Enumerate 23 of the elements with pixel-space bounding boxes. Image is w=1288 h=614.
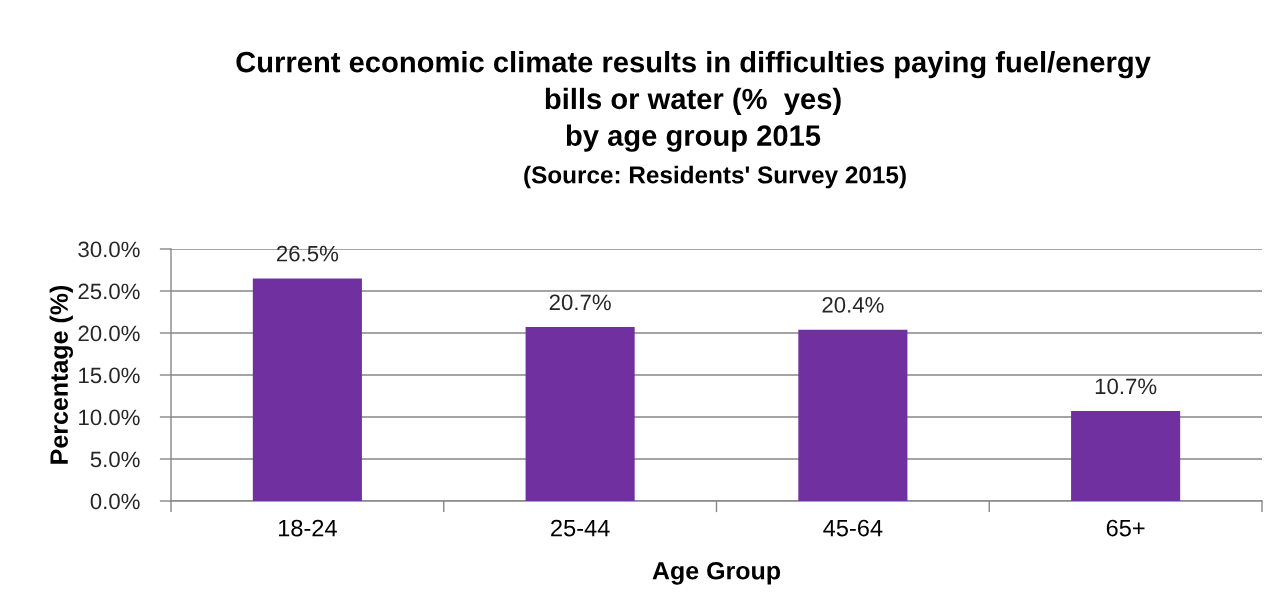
y-axis-title: Percentage (%) bbox=[49, 285, 73, 464]
x-tick-label: 45-64 bbox=[823, 519, 883, 537]
chart-title: Current economic climate results in difficulties paying fuel/energy bills or water (% yes) by age group 2015 bbox=[236, 51, 1151, 152]
data-label: 10.7% bbox=[1095, 378, 1157, 395]
y-tick-label: 20.0% bbox=[78, 325, 140, 342]
data-label: 20.4% bbox=[822, 297, 884, 313]
data-label: 26.5% bbox=[276, 245, 339, 262]
x-tick-label: 18-24 bbox=[278, 519, 337, 537]
y-tick-label: 0.0% bbox=[90, 493, 140, 510]
x-axis-title: Age Group bbox=[652, 561, 781, 585]
data-label: 20.7% bbox=[549, 294, 611, 311]
bar bbox=[798, 329, 908, 501]
x-tick-label: 25-44 bbox=[551, 519, 610, 537]
bar bbox=[252, 278, 362, 501]
y-tick-label: 10.0% bbox=[79, 409, 140, 426]
y-tick-label: 15.0% bbox=[79, 367, 140, 384]
y-tick-label: 25.0% bbox=[78, 283, 140, 300]
bar bbox=[1071, 411, 1181, 501]
text: (Source: Residents' Survey 2015) bbox=[524, 165, 906, 189]
x-tick-label: 65+ bbox=[1106, 519, 1145, 537]
y-tick-label: 30.0% bbox=[78, 241, 140, 258]
y-tick-label: 5.0% bbox=[90, 451, 140, 468]
bar bbox=[525, 327, 635, 501]
